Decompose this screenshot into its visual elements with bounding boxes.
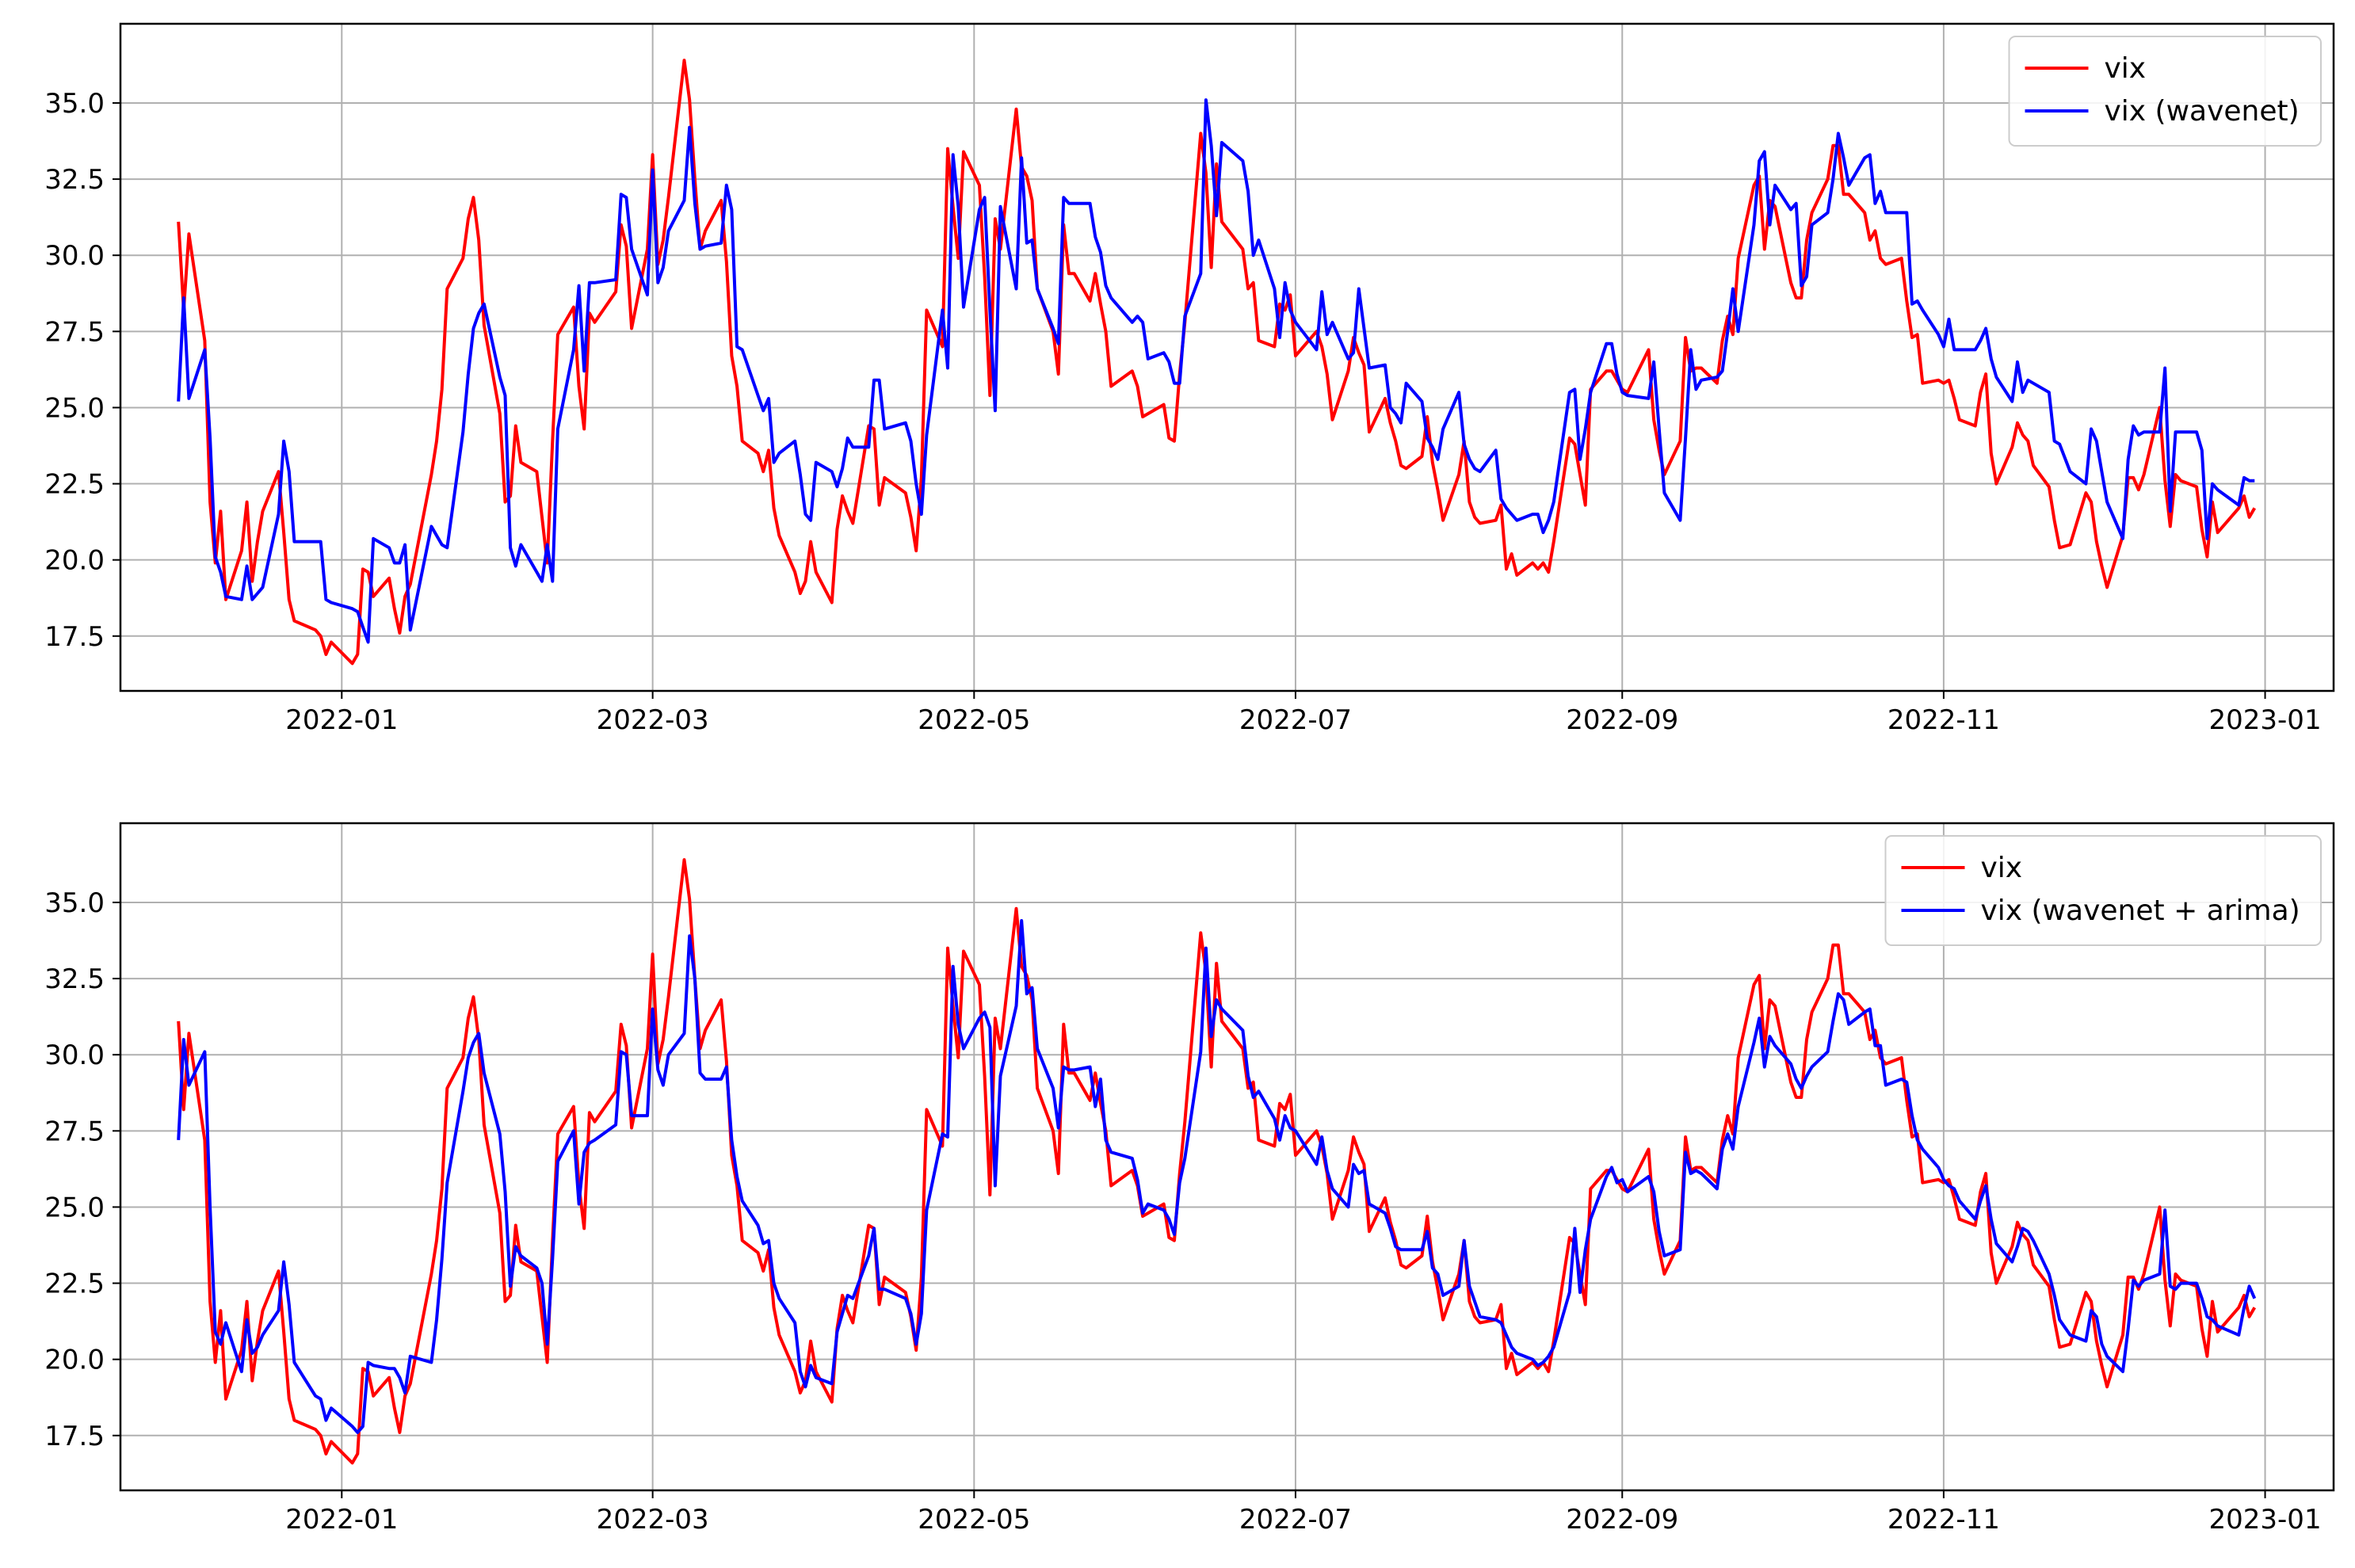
y-tick-label: 17.5 bbox=[44, 1421, 105, 1452]
legend-label: vix (wavenet + arima) bbox=[1981, 895, 2300, 927]
x-tick-label: 2022-07 bbox=[1239, 1504, 1352, 1536]
x-tick-label: 2022-07 bbox=[1239, 704, 1352, 736]
series-line-vix-wavenet-arima bbox=[177, 919, 2257, 1434]
y-tick-label: 35.0 bbox=[44, 88, 105, 120]
y-tick-label: 20.0 bbox=[44, 545, 105, 577]
series-line-vix-wavenet bbox=[177, 98, 2255, 644]
y-tick-label: 22.5 bbox=[44, 469, 105, 501]
axes-frame bbox=[119, 22, 2335, 692]
y-tick-label: 25.0 bbox=[44, 1192, 105, 1223]
series-line-vix bbox=[177, 858, 2257, 1465]
legend: vix vix (wavenet + arima) bbox=[1884, 835, 2322, 946]
x-tick-label: 2022-01 bbox=[285, 1504, 398, 1536]
legend: vix vix (wavenet) bbox=[2008, 36, 2322, 147]
x-tick-label: 2022-01 bbox=[285, 704, 398, 736]
x-tick-label: 2022-03 bbox=[597, 1504, 709, 1536]
y-tick-label: 32.5 bbox=[44, 963, 105, 995]
x-tick-label: 2022-05 bbox=[918, 1504, 1030, 1536]
x-tick-label: 2022-03 bbox=[597, 704, 709, 736]
x-tick-label: 2023-01 bbox=[2209, 1504, 2322, 1536]
y-tick-label: 27.5 bbox=[44, 316, 105, 348]
x-tick-label: 2022-09 bbox=[1566, 704, 1678, 736]
legend-box bbox=[1884, 835, 2322, 946]
legend-box bbox=[2008, 36, 2322, 147]
x-tick-label: 2022-09 bbox=[1566, 1504, 1678, 1536]
y-tick-label: 30.0 bbox=[44, 1040, 105, 1071]
y-tick-label: 32.5 bbox=[44, 164, 105, 196]
grid-lines bbox=[120, 24, 2334, 691]
y-tick-label: 25.0 bbox=[44, 392, 105, 424]
legend-label: vix (wavenet) bbox=[2105, 95, 2300, 128]
legend-label: vix bbox=[2105, 52, 2147, 85]
x-tick-label: 2022-11 bbox=[1887, 1504, 2000, 1536]
y-tick-label: 27.5 bbox=[44, 1116, 105, 1147]
y-tick-label: 30.0 bbox=[44, 240, 105, 272]
chart-panel-2: 2022-01 2022-03 2022-05 2022-07 2022-09 2022-… bbox=[44, 822, 2335, 1536]
y-tick-label: 22.5 bbox=[44, 1269, 105, 1300]
chart-panel-1: 2022-01 2022-03 2022-05 2022-07 2022-09 2022-… bbox=[44, 22, 2335, 736]
x-tick-label: 2022-05 bbox=[918, 704, 1030, 736]
y-tick-label: 35.0 bbox=[44, 887, 105, 919]
x-tick-label: 2023-01 bbox=[2209, 704, 2322, 736]
y-tick-label: 17.5 bbox=[44, 621, 105, 653]
y-tick-label: 20.0 bbox=[44, 1345, 105, 1376]
x-tick-label: 2022-11 bbox=[1887, 704, 2000, 736]
axes-frame bbox=[119, 822, 2335, 1492]
legend-label: vix bbox=[1981, 852, 2023, 884]
